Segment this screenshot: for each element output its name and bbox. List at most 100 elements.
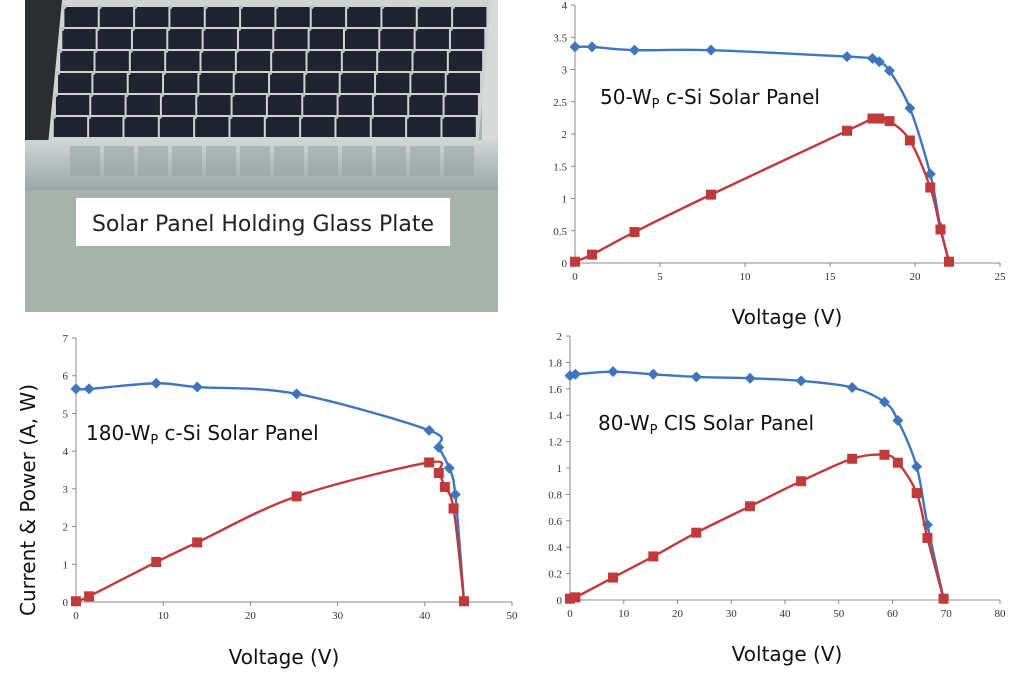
cell-corner-dot (62, 5, 67, 9)
solar-cell (411, 73, 445, 93)
solar-cell (124, 117, 158, 137)
cell-corner-dot (193, 115, 198, 119)
cell-corner-dot (268, 71, 273, 75)
solar-cell (415, 29, 449, 49)
cell-corner-dot (228, 115, 233, 119)
current-data-point (569, 41, 581, 53)
current-data-point (744, 372, 756, 384)
y-tick-label: 0.6 (548, 516, 562, 528)
glass-cell-reflection (240, 146, 270, 176)
power-curve (574, 116, 951, 263)
solar-cell (201, 51, 235, 71)
solar-cell (267, 95, 302, 115)
current-data-point (705, 44, 717, 56)
power-data-point (192, 537, 203, 548)
cell-corner-dot (263, 115, 268, 119)
power-data-point (459, 596, 470, 607)
x-tick-label: 70 (941, 608, 953, 620)
power-data-point (71, 596, 81, 607)
solar-cell (128, 73, 163, 93)
y-tick-label: 0 (562, 258, 568, 270)
current-data-point (569, 368, 581, 380)
current-data-point (795, 375, 807, 387)
x-tick-label: 0 (567, 608, 573, 620)
cell-corner-dot (236, 27, 241, 31)
cell-corner-dot (369, 115, 374, 119)
cell-corner-dot (299, 115, 304, 119)
cell-corner-dot (345, 5, 350, 9)
cell-corner-dot (380, 5, 385, 9)
cell-corner-dot (128, 49, 133, 53)
y-tick-label: 2 (63, 522, 69, 534)
solar-cell (197, 95, 231, 115)
cell-corner-dot (444, 71, 449, 75)
current-data-point (449, 489, 461, 501)
solar-cell (230, 117, 264, 137)
solar-cell (132, 29, 167, 49)
power-data-point (842, 125, 852, 136)
cell-corner-dot (157, 115, 162, 119)
solar-cell (170, 7, 204, 27)
solar-cell (95, 51, 129, 71)
power-data-point (570, 256, 580, 267)
solar-cell (232, 95, 266, 115)
power-data-point (847, 453, 858, 464)
solar-cell (55, 95, 90, 115)
cell-corner-dot (305, 49, 310, 53)
cell-corner-dot (342, 27, 347, 31)
x-tick-label: 50 (833, 608, 845, 620)
cell-corner-dot (272, 27, 277, 31)
cell-corner-dot (334, 115, 339, 119)
glass-cell-reflection (410, 146, 440, 176)
solar-cell (203, 29, 237, 49)
power-data-point (925, 182, 936, 193)
cell-corner-dot (371, 93, 376, 97)
cell-corner-dot (446, 49, 451, 53)
y-tick-label: 1.2 (548, 437, 562, 449)
power-data-point (629, 227, 640, 238)
solar-cell (93, 73, 127, 93)
chart-title-suffix: CIS Solar Panel (657, 411, 814, 435)
cell-corner-dot (197, 71, 202, 75)
power-data-point (938, 593, 949, 604)
chart-title: 80-WP CIS Solar Panel (598, 411, 814, 438)
cell-corner-dot (234, 49, 239, 53)
glass-cell-reflection (274, 146, 304, 176)
power-data-point (691, 527, 702, 538)
solar-cell (272, 51, 306, 71)
solar-cell (238, 29, 273, 49)
power-data-point (448, 503, 459, 514)
x-tick-label: 5 (657, 271, 663, 283)
cell-corner-dot (411, 49, 416, 53)
x-axis-label-chart3: Voltage (V) (732, 642, 843, 666)
glass-reflection (70, 146, 474, 176)
cell-corner-dot (166, 27, 171, 31)
power-data-point (565, 593, 575, 604)
current-data-point (191, 381, 203, 393)
power-data-point (439, 481, 450, 492)
power-data-point (433, 468, 444, 479)
power-data-point (892, 457, 903, 468)
solar-cell (161, 95, 196, 115)
x-axis-label-chart1: Voltage (V) (732, 305, 843, 329)
solar-cell (126, 95, 160, 115)
power-data-point (570, 592, 581, 603)
glass-cell-reflection (444, 146, 474, 176)
y-tick-label: 1.4 (548, 410, 562, 422)
y-tick-label: 0.4 (548, 542, 562, 554)
cell-corner-dot (274, 5, 279, 9)
solar-cell (135, 7, 169, 27)
chart-title-subscript: P (652, 97, 660, 112)
cell-corner-dot (336, 93, 341, 97)
solar-cell (270, 73, 304, 93)
x-tick-label: 25 (995, 271, 1007, 283)
power-data-point (944, 256, 954, 267)
solar-cell (453, 7, 487, 27)
x-tick-label: 0 (572, 271, 578, 283)
solar-cell (205, 7, 240, 27)
current-curve (75, 382, 466, 602)
cell-corner-dot (126, 71, 131, 75)
y-tick-label: 1.8 (548, 357, 562, 369)
power-data-point (911, 488, 922, 499)
glass-cell-reflection (206, 146, 236, 176)
